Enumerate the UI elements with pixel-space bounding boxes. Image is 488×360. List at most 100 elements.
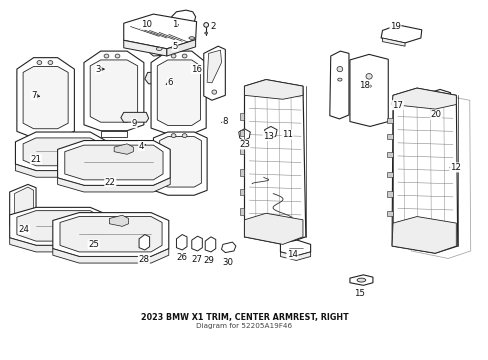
Text: 2023 BMW X1 TRIM, CENTER ARMREST, RIGHT: 2023 BMW X1 TRIM, CENTER ARMREST, RIGHT (141, 313, 347, 322)
Ellipse shape (48, 60, 53, 64)
Polygon shape (16, 164, 108, 177)
Polygon shape (239, 189, 244, 195)
Polygon shape (31, 138, 60, 144)
Polygon shape (205, 237, 215, 252)
Ellipse shape (211, 90, 216, 94)
Text: Diagram for 52205A19F46: Diagram for 52205A19F46 (196, 323, 292, 329)
Polygon shape (191, 236, 202, 251)
Text: 21: 21 (30, 155, 41, 164)
Polygon shape (160, 136, 201, 187)
Polygon shape (121, 112, 148, 122)
Polygon shape (420, 119, 449, 129)
Polygon shape (329, 51, 348, 119)
Polygon shape (101, 131, 127, 137)
Polygon shape (17, 211, 102, 241)
Polygon shape (239, 169, 244, 176)
Text: 28: 28 (138, 255, 149, 264)
Polygon shape (207, 50, 221, 83)
Polygon shape (239, 148, 244, 154)
Polygon shape (23, 138, 102, 166)
Ellipse shape (37, 60, 41, 64)
Polygon shape (386, 118, 392, 123)
Text: 1: 1 (172, 21, 178, 30)
Text: 8: 8 (222, 117, 227, 126)
Polygon shape (280, 252, 310, 260)
Polygon shape (349, 54, 387, 126)
Polygon shape (349, 275, 372, 285)
Polygon shape (181, 24, 185, 30)
Ellipse shape (365, 73, 371, 79)
Polygon shape (17, 58, 74, 138)
Polygon shape (114, 144, 133, 154)
Text: 29: 29 (203, 256, 214, 265)
Text: 14: 14 (286, 250, 297, 259)
Ellipse shape (115, 54, 120, 58)
Polygon shape (171, 10, 195, 25)
Polygon shape (147, 44, 175, 56)
Polygon shape (16, 132, 108, 171)
Text: 23: 23 (239, 140, 249, 149)
Polygon shape (244, 213, 303, 244)
Polygon shape (60, 217, 162, 252)
Polygon shape (386, 191, 392, 197)
Text: 2: 2 (210, 22, 216, 31)
Text: 30: 30 (222, 258, 233, 267)
Text: 4: 4 (139, 141, 144, 150)
Polygon shape (382, 38, 404, 46)
Polygon shape (386, 134, 392, 139)
Polygon shape (280, 240, 310, 256)
Ellipse shape (156, 47, 162, 50)
Text: 24: 24 (19, 225, 29, 234)
Text: 10: 10 (141, 21, 151, 30)
Text: 7: 7 (31, 91, 36, 100)
Text: 26: 26 (176, 253, 187, 262)
Polygon shape (420, 89, 449, 122)
Polygon shape (10, 238, 108, 252)
Text: 15: 15 (353, 289, 364, 298)
Text: 9: 9 (131, 119, 137, 128)
Text: 18: 18 (358, 81, 369, 90)
Polygon shape (123, 40, 166, 56)
Polygon shape (157, 60, 200, 126)
Polygon shape (23, 67, 68, 129)
Polygon shape (167, 134, 191, 140)
Text: 6: 6 (167, 78, 173, 87)
Polygon shape (123, 14, 196, 49)
Polygon shape (10, 207, 108, 246)
Polygon shape (264, 126, 277, 139)
Ellipse shape (182, 134, 186, 138)
Polygon shape (239, 113, 244, 120)
Polygon shape (239, 208, 244, 215)
Ellipse shape (171, 134, 176, 138)
Polygon shape (139, 235, 149, 250)
Text: 3: 3 (95, 65, 101, 74)
Polygon shape (391, 88, 455, 109)
Text: 17: 17 (391, 101, 403, 110)
Polygon shape (58, 178, 170, 192)
Text: 20: 20 (430, 111, 441, 120)
Ellipse shape (203, 23, 208, 27)
Polygon shape (166, 40, 195, 56)
Text: 13: 13 (263, 132, 273, 141)
Text: 27: 27 (191, 255, 202, 264)
Polygon shape (203, 46, 225, 100)
Polygon shape (53, 249, 168, 263)
Polygon shape (239, 130, 244, 136)
Ellipse shape (171, 54, 176, 58)
Polygon shape (144, 72, 173, 84)
Text: 5: 5 (172, 42, 178, 51)
Polygon shape (84, 51, 143, 131)
Polygon shape (244, 80, 305, 244)
Polygon shape (90, 60, 137, 122)
Polygon shape (386, 172, 392, 177)
Ellipse shape (337, 78, 341, 81)
Polygon shape (15, 187, 34, 227)
Text: 16: 16 (191, 65, 202, 74)
Polygon shape (64, 145, 163, 180)
Polygon shape (238, 129, 250, 140)
Text: 22: 22 (104, 177, 116, 186)
Polygon shape (380, 25, 421, 43)
Polygon shape (109, 215, 128, 226)
Polygon shape (391, 217, 455, 253)
Ellipse shape (204, 32, 207, 34)
